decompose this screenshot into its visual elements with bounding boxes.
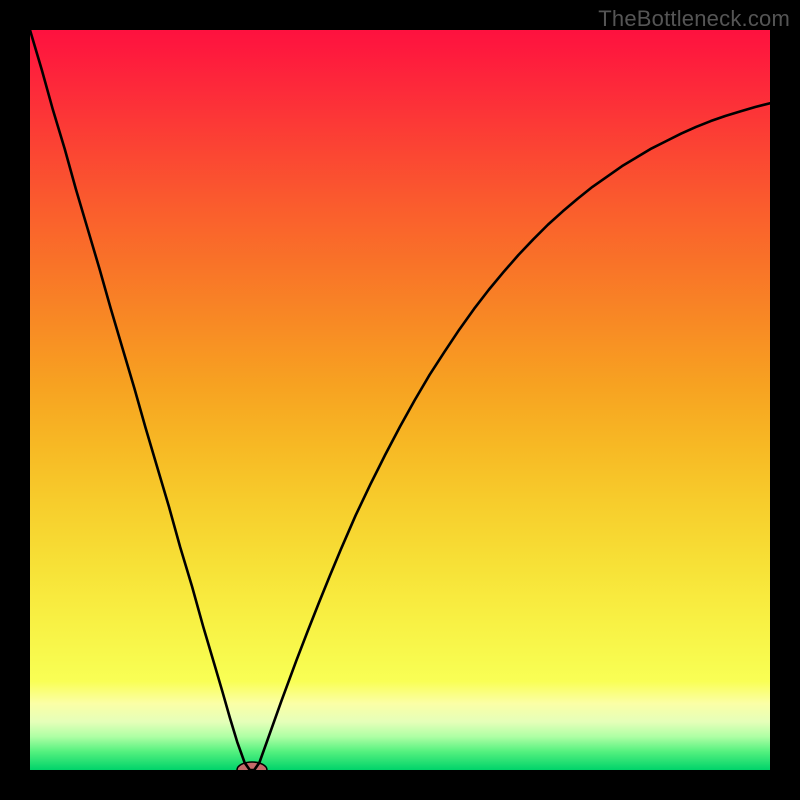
chart-frame: TheBottleneck.com <box>0 0 800 800</box>
watermark-text: TheBottleneck.com <box>598 6 790 32</box>
chart-svg <box>30 30 770 770</box>
chart-background <box>30 30 770 770</box>
bottleneck-curve-chart <box>30 30 770 770</box>
